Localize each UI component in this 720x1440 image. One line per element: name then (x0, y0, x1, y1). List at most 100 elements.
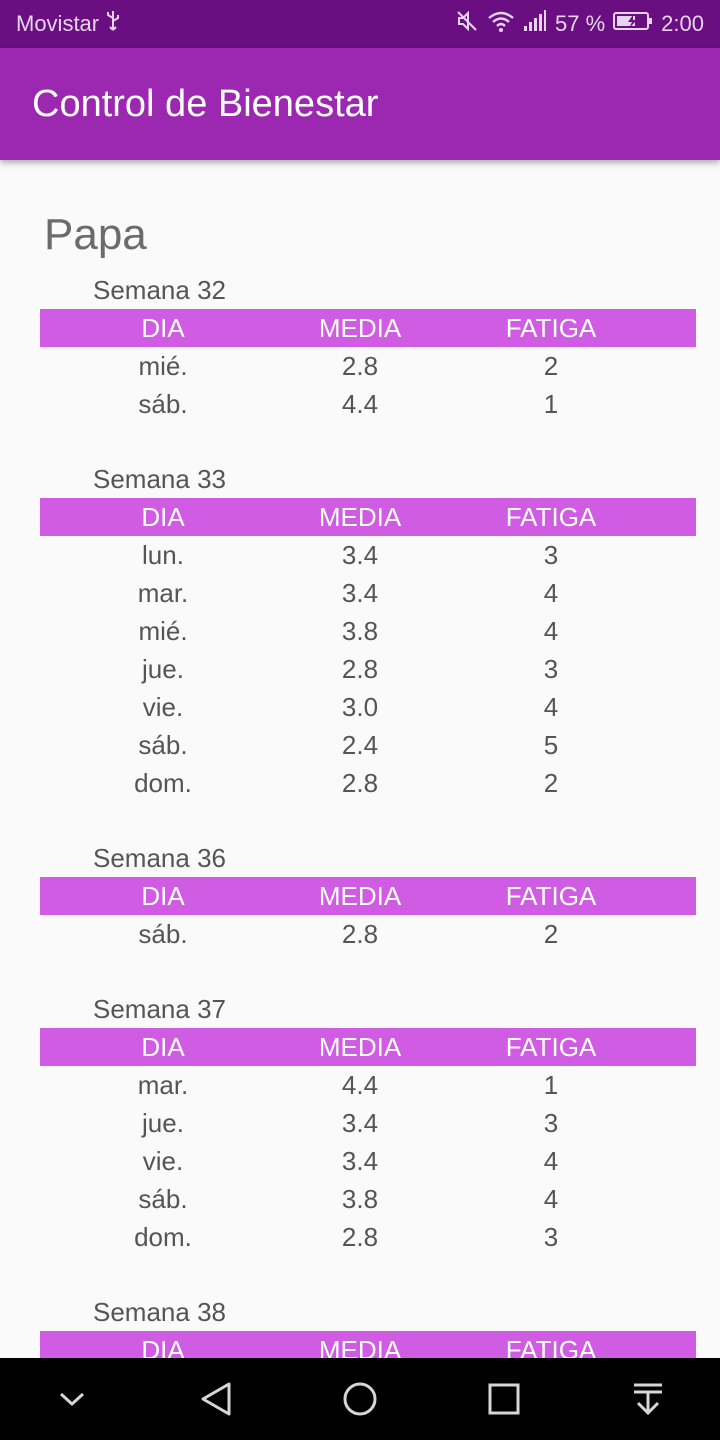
cell-fatiga: 4 (543, 1183, 559, 1214)
cell-fatiga: 2 (543, 918, 559, 949)
header-fatiga: FATIGA (505, 501, 597, 532)
week-label: Semana 36 (93, 843, 226, 873)
navigation-bar (0, 1358, 720, 1440)
table-row: jue. 3.4 3 (40, 1104, 696, 1142)
cell-media: 3.4 (341, 1107, 379, 1138)
cell-fatiga: 5 (543, 729, 559, 760)
header-media: MEDIA (318, 312, 402, 343)
cell-dia: jue. (142, 1107, 184, 1138)
week-label: Semana 37 (93, 994, 226, 1024)
table-row: sáb. 2.8 2 (40, 915, 696, 953)
cell-dia: sáb. (138, 918, 188, 949)
week-table: DIA MEDIA FATIGA sáb. 2.8 2 (40, 877, 696, 953)
battery-charging-icon (613, 10, 653, 38)
week-table: DIA MEDIA FATIGA lun. 3.4 3 mar. 3.4 4 mié. 3.8 4 ju… (40, 498, 696, 802)
header-fatiga: FATIGA (505, 312, 597, 343)
cell-dia: vie. (142, 691, 184, 722)
header-fatiga: FATIGA (505, 1031, 597, 1062)
week-label: Semana 32 (93, 275, 226, 305)
status-bar: Movistar 57 % 2:00 (0, 0, 720, 48)
cell-media: 4.4 (341, 388, 379, 419)
usb-icon (105, 10, 121, 38)
recents-icon[interactable] (464, 1358, 544, 1440)
table-row: sáb. 2.4 5 (40, 726, 696, 764)
week-section: Semana 33 DIA MEDIA FATIGA lun. 3.4 3 mar. 3.4 4 m… (0, 461, 720, 802)
cell-fatiga: 1 (543, 388, 559, 419)
header-dia: DIA (141, 1031, 185, 1062)
cell-dia: lun. (142, 539, 184, 570)
week-section: Semana 38 DIA MEDIA FATIGA (0, 1294, 720, 1358)
cell-media: 3.4 (341, 539, 379, 570)
cell-media: 3.4 (341, 577, 379, 608)
cell-fatiga: 1 (543, 1069, 559, 1100)
cell-fatiga: 3 (543, 1107, 559, 1138)
table-row: dom. 2.8 3 (40, 1218, 696, 1256)
main-content[interactable]: Papa Semana 32 DIA MEDIA FATIGA mié. 2.8 2 sáb.… (0, 160, 720, 1358)
status-right: 57 % 2:00 (455, 9, 704, 39)
cell-media: 3.8 (341, 615, 379, 646)
cell-fatiga: 4 (543, 577, 559, 608)
wifi-icon (487, 9, 515, 39)
table-header-row: DIA MEDIA FATIGA (40, 877, 696, 915)
week-section: Semana 36 DIA MEDIA FATIGA sáb. 2.8 2 (0, 840, 720, 953)
cell-media: 3.4 (341, 1145, 379, 1176)
table-row: vie. 3.0 4 (40, 688, 696, 726)
cell-media: 2.8 (341, 1221, 379, 1252)
week-table: DIA MEDIA FATIGA mar. 4.4 1 jue. 3.4 3 vie. 3.4 4 sá… (40, 1028, 696, 1256)
table-row: dom. 2.8 2 (40, 764, 696, 802)
table-row: sáb. 4.4 1 (40, 385, 696, 423)
cell-media: 3.0 (341, 691, 379, 722)
table-row: mié. 3.8 4 (40, 612, 696, 650)
header-dia: DIA (141, 501, 185, 532)
header-fatiga: FATIGA (505, 880, 597, 911)
cell-fatiga: 2 (543, 767, 559, 798)
cell-dia: sáb. (138, 388, 188, 419)
cell-dia: vie. (142, 1145, 184, 1176)
back-icon[interactable] (176, 1358, 256, 1440)
table-row: sáb. 3.8 4 (40, 1180, 696, 1218)
cell-media: 2.8 (341, 767, 379, 798)
home-icon[interactable] (320, 1358, 400, 1440)
cell-dia: jue. (142, 653, 184, 684)
table-row: jue. 2.8 3 (40, 650, 696, 688)
cell-dia: sáb. (138, 729, 188, 760)
cell-media: 2.8 (341, 350, 379, 381)
header-media: MEDIA (318, 880, 402, 911)
carrier-name: Movistar (16, 11, 100, 36)
header-media: MEDIA (318, 501, 402, 532)
table-row: mié. 2.8 2 (40, 347, 696, 385)
notifications-pull-icon[interactable] (608, 1358, 688, 1440)
battery-percentage: 57 % (555, 11, 606, 36)
mute-icon (455, 9, 479, 39)
cell-fatiga: 4 (543, 615, 559, 646)
cell-dia: mié. (138, 350, 188, 381)
table-row: mar. 3.4 4 (40, 574, 696, 612)
week-section: Semana 37 DIA MEDIA FATIGA mar. 4.4 1 jue. 3.4 3 v… (0, 991, 720, 1256)
table-row: lun. 3.4 3 (40, 536, 696, 574)
cell-dia: mié. (138, 615, 188, 646)
cell-media: 2.8 (341, 653, 379, 684)
table-header-row: DIA MEDIA FATIGA (40, 498, 696, 536)
header-fatiga: FATIGA (505, 1334, 597, 1359)
cell-dia: dom. (134, 767, 192, 798)
week-section: Semana 32 DIA MEDIA FATIGA mié. 2.8 2 sáb. 4.4 1 (0, 272, 720, 423)
cell-media: 2.8 (341, 918, 379, 949)
cell-fatiga: 4 (543, 691, 559, 722)
app-title: Control de Bienestar (32, 82, 379, 125)
header-media: MEDIA (318, 1031, 402, 1062)
cell-dia: dom. (134, 1221, 192, 1252)
cell-dia: mar. (137, 1069, 189, 1100)
cell-fatiga: 2 (543, 350, 559, 381)
header-dia: DIA (141, 880, 185, 911)
cell-media: 3.8 (341, 1183, 379, 1214)
weeks-list: Semana 32 DIA MEDIA FATIGA mié. 2.8 2 sáb. 4.4 1 S… (0, 272, 720, 1358)
table-header-row: DIA MEDIA FATIGA (40, 1331, 696, 1358)
header-dia: DIA (141, 312, 185, 343)
status-left: Movistar (16, 10, 121, 38)
chevron-down-icon[interactable] (32, 1358, 112, 1440)
week-label: Semana 33 (93, 464, 226, 494)
week-table: DIA MEDIA FATIGA (40, 1331, 696, 1358)
cell-fatiga: 3 (543, 653, 559, 684)
cell-fatiga: 3 (543, 1221, 559, 1252)
cell-fatiga: 4 (543, 1145, 559, 1176)
